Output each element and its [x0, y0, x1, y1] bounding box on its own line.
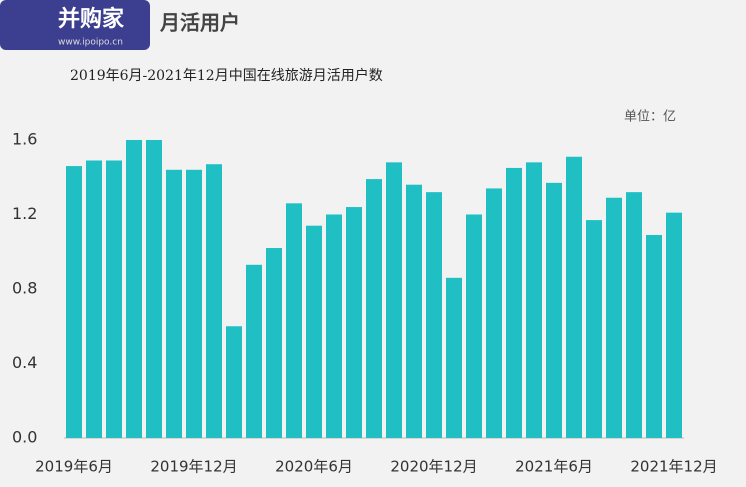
y-tick-label: 1.2 — [12, 204, 37, 223]
bar — [346, 207, 362, 438]
x-tick-label: 2020年12月 — [390, 458, 477, 476]
watermark-badge — [0, 0, 150, 50]
y-tick-label: 0.4 — [12, 353, 37, 372]
bar — [186, 169, 202, 439]
x-tick-label: 2021年12月 — [630, 458, 717, 476]
bar — [386, 162, 402, 438]
x-tick-label: 2019年12月 — [150, 458, 237, 476]
bar — [286, 203, 302, 438]
chart-title: 月活用户 — [159, 11, 240, 35]
bar — [306, 225, 322, 438]
bar — [626, 192, 642, 438]
bar — [426, 192, 442, 438]
unit-label: 单位：亿 — [624, 110, 676, 125]
bar — [446, 277, 462, 438]
bar — [566, 156, 582, 438]
bar — [266, 248, 282, 438]
bar — [126, 140, 142, 438]
y-tick-label: 0.0 — [12, 428, 37, 447]
bar — [586, 220, 602, 438]
bar — [526, 162, 542, 438]
x-tick-label: 2021年6月 — [515, 458, 593, 476]
bar — [86, 160, 102, 439]
bar — [546, 182, 562, 438]
chart-subtitle: 2019年6月-2021年12月中国在线旅游月活用户数 — [70, 67, 383, 84]
bar — [666, 212, 682, 438]
bar — [206, 164, 222, 438]
y-tick-label: 0.8 — [12, 279, 37, 298]
bar — [66, 166, 82, 438]
bar — [486, 188, 502, 438]
bar — [466, 214, 482, 438]
bar — [366, 179, 382, 439]
bar — [106, 160, 122, 439]
bar — [226, 326, 242, 438]
bar — [606, 197, 622, 438]
watermark-url: www.ipoipo.cn — [58, 38, 123, 48]
watermark-brand: 并购家 — [58, 6, 125, 32]
bar — [146, 140, 162, 438]
x-tick-label: 2020年6月 — [275, 458, 353, 476]
bar — [506, 167, 522, 438]
bar — [166, 169, 182, 439]
bar — [246, 264, 262, 438]
bar — [406, 184, 422, 438]
x-tick-label: 2019年6月 — [35, 458, 113, 476]
y-tick-label: 1.6 — [12, 130, 37, 149]
bar — [646, 234, 662, 438]
bar — [326, 214, 342, 438]
